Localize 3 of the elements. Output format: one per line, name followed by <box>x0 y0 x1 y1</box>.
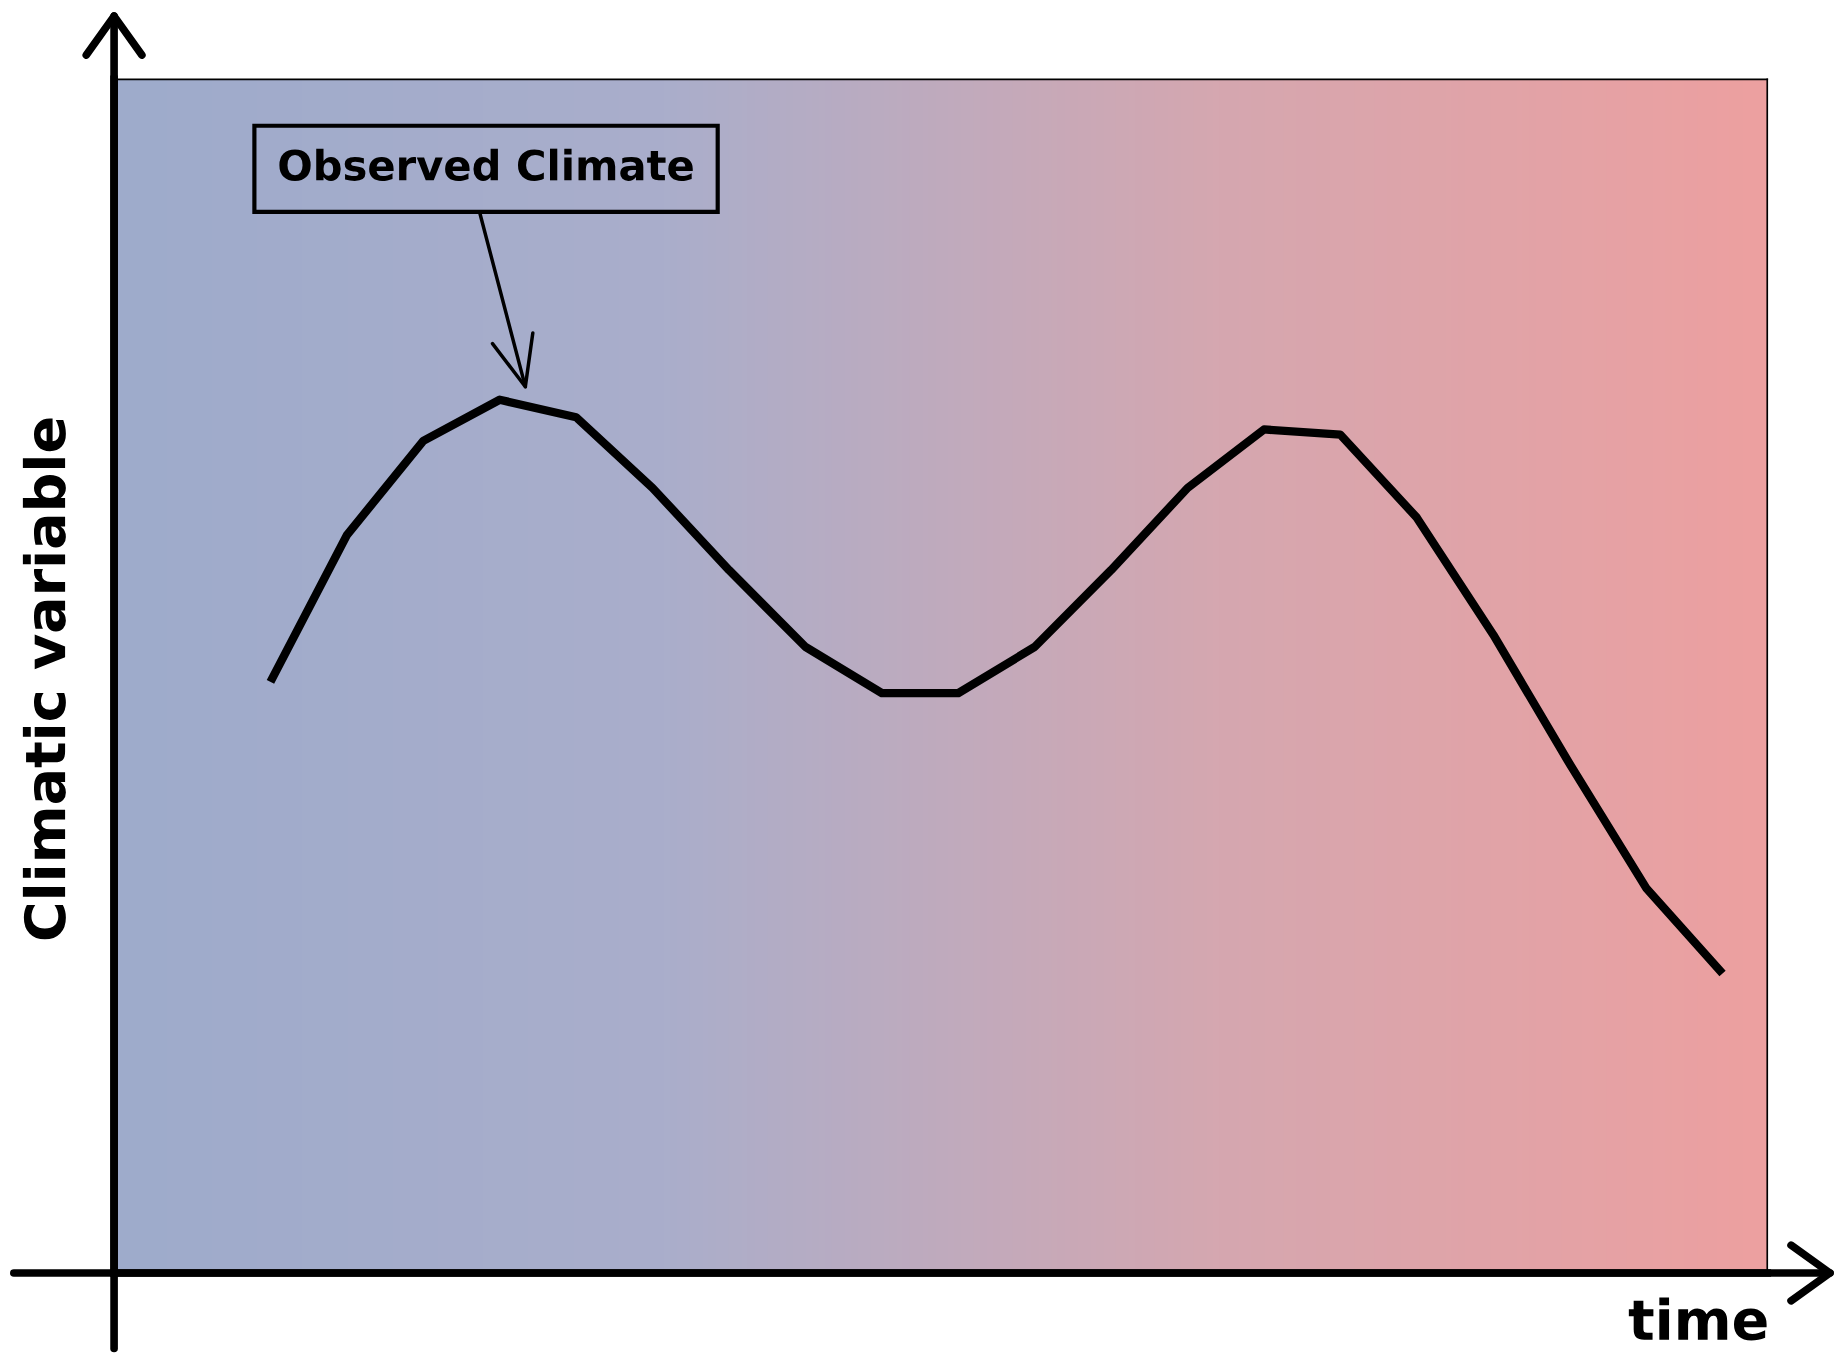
text: Observed Climate <box>279 148 693 181</box>
x-axis-title: time <box>1628 1297 1767 1341</box>
y-axis-title: Climatic variable <box>22 418 66 940</box>
